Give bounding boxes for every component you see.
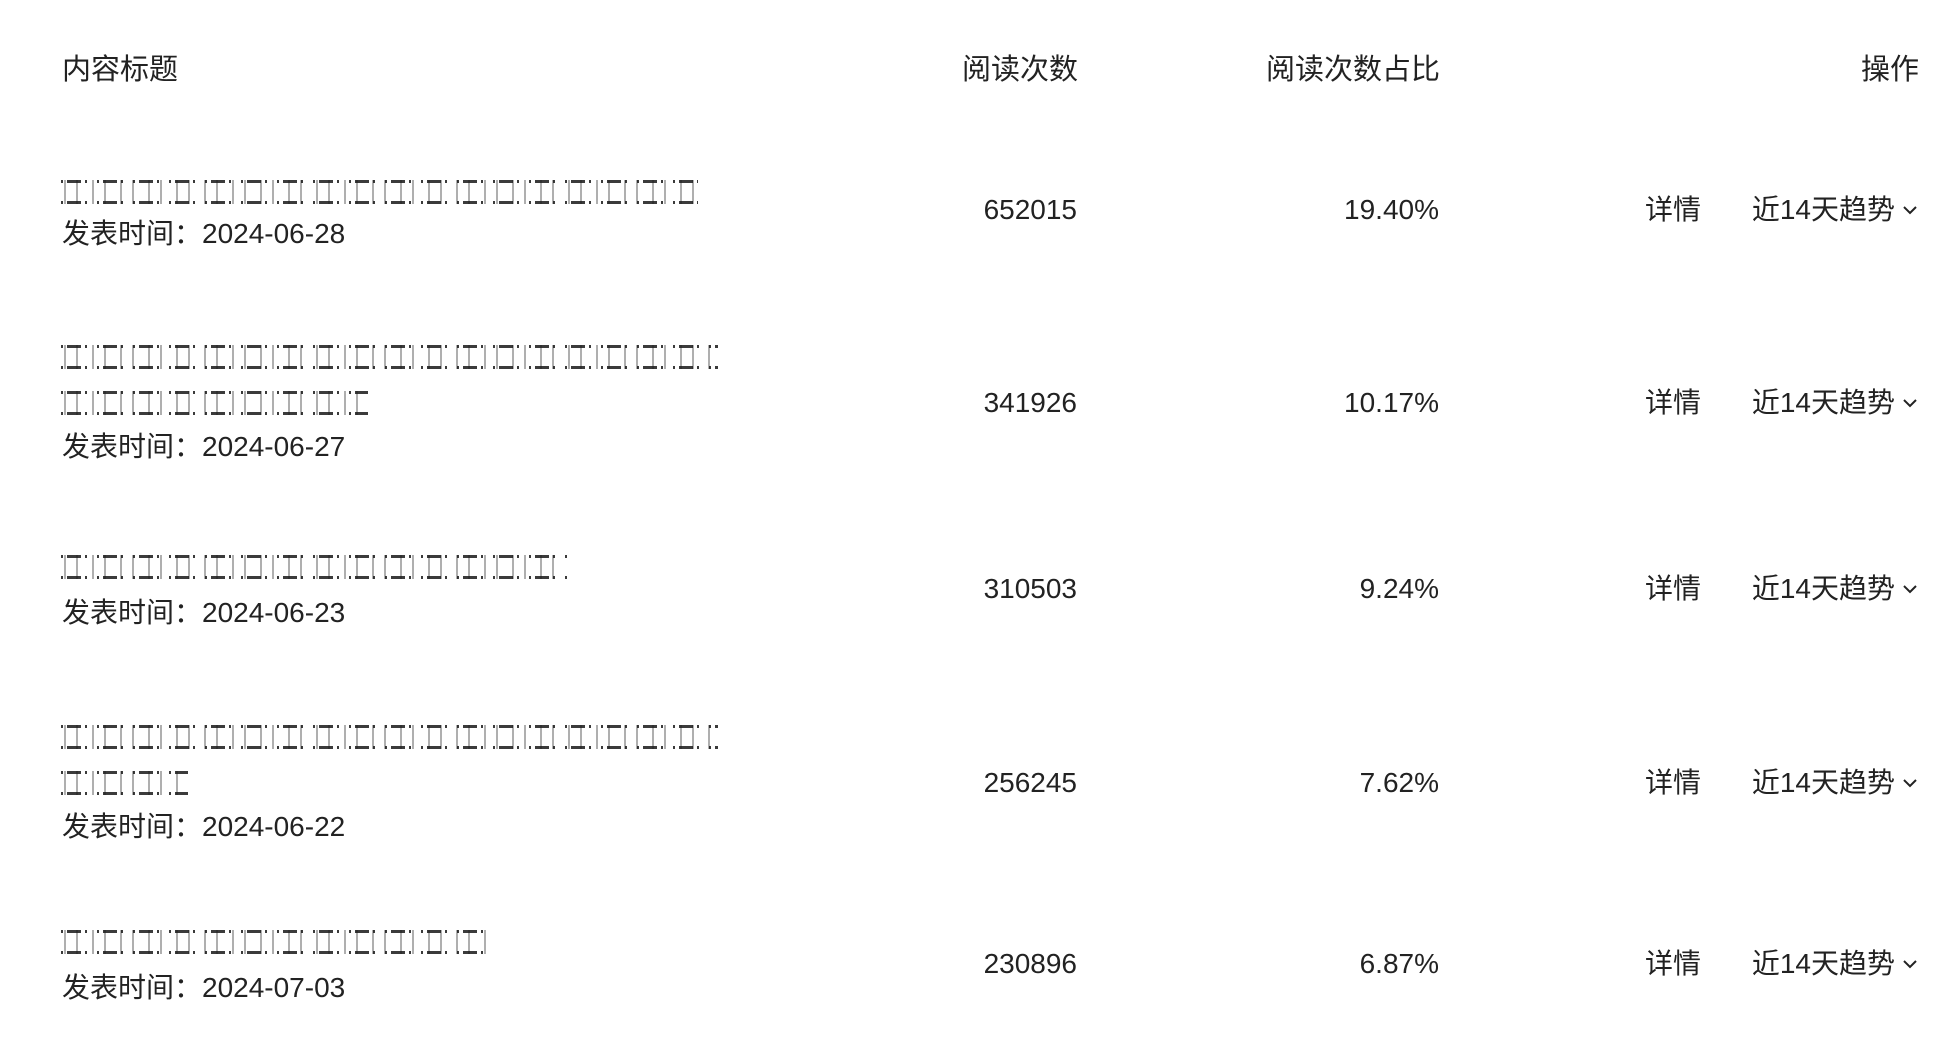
trend-dropdown[interactable]: 近14天趋势 — [1752, 946, 1921, 982]
read-share: 19.40% — [1344, 194, 1439, 225]
article-title[interactable] — [58, 930, 718, 976]
trend-dropdown-label: 近14天趋势 — [1751, 948, 1895, 979]
detail-link[interactable]: 详情 — [1644, 948, 1701, 979]
redacted-title-line — [58, 180, 698, 204]
article-title[interactable] — [58, 725, 718, 817]
read-share: 6.87% — [1359, 948, 1439, 979]
trend-dropdown[interactable]: 近14天趋势 — [1752, 571, 1921, 607]
trend-dropdown-label: 近14天趋势 — [1751, 194, 1895, 225]
redacted-title-line — [58, 771, 188, 795]
chevron-down-icon — [1903, 585, 1917, 594]
publish-time: 发表时间：2024-07-03 — [62, 972, 346, 1003]
read-count: 652015 — [983, 194, 1077, 225]
publish-time: 发表时间：2024-06-27 — [62, 431, 346, 462]
chevron-down-icon — [1903, 779, 1917, 788]
table-header: 内容标题 阅读次数 阅读次数占比 操作 — [0, 50, 1957, 90]
trend-dropdown[interactable]: 近14天趋势 — [1752, 765, 1921, 801]
trend-dropdown-label: 近14天趋势 — [1751, 387, 1895, 418]
chevron-down-icon — [1903, 206, 1917, 215]
read-share: 7.62% — [1359, 767, 1439, 798]
read-count: 341926 — [983, 387, 1077, 418]
column-header-read-share[interactable]: 阅读次数占比 — [1265, 54, 1440, 86]
chevron-down-icon — [1903, 960, 1917, 969]
read-share: 10.17% — [1344, 387, 1439, 418]
column-header-reads[interactable]: 阅读次数 — [961, 54, 1078, 86]
trend-dropdown-label: 近14天趋势 — [1751, 573, 1895, 604]
redacted-title-line — [58, 345, 718, 369]
read-count: 310503 — [983, 573, 1077, 604]
redacted-title-line — [58, 725, 718, 749]
article-title[interactable] — [58, 345, 718, 437]
redacted-title-line — [58, 391, 368, 415]
detail-link[interactable]: 详情 — [1644, 573, 1701, 604]
redacted-title-line — [58, 930, 488, 954]
publish-time: 发表时间：2024-06-23 — [62, 597, 346, 628]
chevron-down-icon — [1903, 399, 1917, 408]
trend-dropdown-label: 近14天趋势 — [1751, 767, 1895, 798]
article-title[interactable] — [58, 555, 718, 601]
publish-time: 发表时间：2024-06-28 — [62, 218, 346, 249]
redacted-title-line — [58, 555, 568, 579]
read-share: 9.24% — [1359, 573, 1439, 604]
publish-time: 发表时间：2024-06-22 — [62, 811, 346, 842]
detail-link[interactable]: 详情 — [1644, 194, 1701, 225]
read-count: 230896 — [983, 948, 1077, 979]
trend-dropdown[interactable]: 近14天趋势 — [1752, 192, 1921, 228]
detail-link[interactable]: 详情 — [1644, 387, 1701, 418]
article-title[interactable] — [58, 180, 718, 226]
trend-dropdown[interactable]: 近14天趋势 — [1752, 385, 1921, 421]
column-header-actions: 操作 — [1860, 54, 1919, 86]
column-header-title: 内容标题 — [62, 54, 179, 86]
read-count: 256245 — [983, 767, 1077, 798]
detail-link[interactable]: 详情 — [1644, 767, 1701, 798]
